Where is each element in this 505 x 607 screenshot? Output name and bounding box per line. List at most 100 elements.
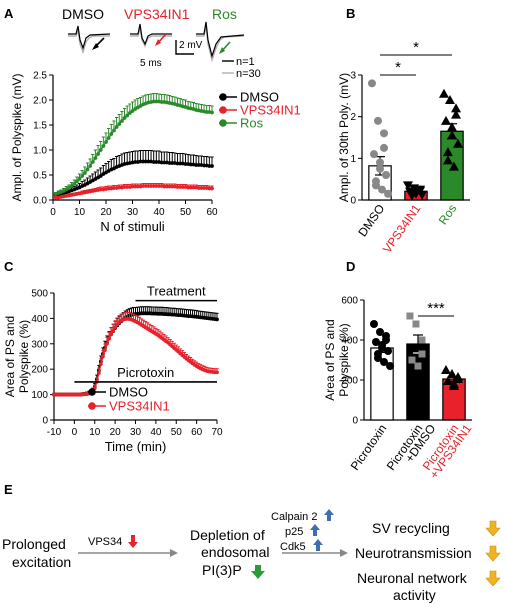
data-point xyxy=(112,128,116,133)
data-point xyxy=(101,354,105,359)
x-tick-label: 60 xyxy=(206,207,218,218)
annotation-label: Treatment xyxy=(147,284,206,299)
series-ros xyxy=(53,93,214,196)
data-point xyxy=(414,362,422,370)
y-tick-label: 0 xyxy=(350,196,356,207)
data-point xyxy=(125,185,130,189)
x-axis-label: Time (min) xyxy=(105,439,167,454)
data-point xyxy=(451,109,462,119)
data-point xyxy=(170,161,175,165)
data-point xyxy=(106,136,111,140)
inset-legend-n30: n=30 xyxy=(236,68,261,80)
data-point xyxy=(384,347,393,355)
y-tick-label: 1 xyxy=(350,154,356,165)
data-point xyxy=(418,336,426,344)
data-point xyxy=(143,184,148,188)
significance-label: * xyxy=(413,39,419,56)
data-point xyxy=(127,111,132,115)
y-axis-label: Area of PS and xyxy=(3,316,17,397)
x-tick-label: 20 xyxy=(100,207,112,218)
data-point xyxy=(106,186,111,191)
data-point xyxy=(146,159,151,164)
data-point xyxy=(371,181,380,190)
y-tick-label: 100 xyxy=(31,390,48,401)
inset-traces: DMSO VPS34IN1 Ros 2 mV 5 ms n=1 n=30 xyxy=(62,6,261,80)
data-point xyxy=(72,182,77,186)
data-point xyxy=(199,186,204,190)
flow-protein-p25: p25 xyxy=(285,526,303,538)
data-point xyxy=(210,186,214,191)
neuro-down-arrow xyxy=(485,545,501,562)
legend-label: VPS34IN1 xyxy=(240,103,301,118)
flow-protein-calpain: Calpain 2 xyxy=(271,511,317,523)
data-point xyxy=(69,184,74,188)
data-point xyxy=(109,332,113,337)
data-point xyxy=(373,116,382,125)
data-point xyxy=(376,164,385,173)
data-point xyxy=(440,365,451,374)
data-point xyxy=(373,354,382,362)
data-point xyxy=(178,185,183,189)
flow-outcome-network-1: Neuronal network xyxy=(357,570,468,586)
y-tick-label: 2.5 xyxy=(33,71,47,82)
data-point xyxy=(180,185,185,189)
legend-label: DMSO xyxy=(109,385,148,400)
arrow-head-vps xyxy=(155,39,161,46)
data-point xyxy=(369,320,378,328)
data-point xyxy=(215,317,219,322)
panel-letter-d: D xyxy=(346,259,355,274)
data-point xyxy=(440,115,451,125)
sv-down-arrow xyxy=(485,520,501,537)
panel-letter-e: E xyxy=(4,482,13,497)
data-point xyxy=(453,138,464,148)
y-tick-label: 1.5 xyxy=(33,121,47,132)
data-point xyxy=(167,161,172,165)
data-point xyxy=(412,320,420,328)
data-point xyxy=(154,99,159,104)
data-point xyxy=(154,184,159,188)
data-point xyxy=(125,113,130,118)
pi3p-down-arrow xyxy=(251,565,265,579)
cdk5-up-arrow xyxy=(313,539,323,551)
data-point xyxy=(178,161,183,166)
legend-marker xyxy=(219,93,227,101)
data-point xyxy=(112,186,116,190)
data-point xyxy=(446,122,457,132)
annotation-label: Picrotoxin xyxy=(117,365,174,380)
legend-marker xyxy=(219,106,227,114)
data-point xyxy=(105,341,109,346)
y-tick-label: 0.0 xyxy=(33,196,47,207)
y-tick-label: 2 xyxy=(350,112,356,123)
data-point xyxy=(53,195,58,200)
data-point xyxy=(175,185,180,189)
series-dmso xyxy=(53,150,214,197)
y-tick-label: 600 xyxy=(341,296,358,307)
data-point xyxy=(371,338,380,346)
data-point xyxy=(442,147,453,157)
scale-bar xyxy=(175,40,194,55)
trace-vps-n30 xyxy=(130,27,172,48)
data-point xyxy=(159,160,164,165)
data-point xyxy=(149,184,153,188)
data-point xyxy=(96,152,100,156)
data-point xyxy=(375,328,384,336)
x-tick-label: 0 xyxy=(50,207,56,218)
y-tick-label: 3 xyxy=(350,71,356,82)
y-tick-label: 0.5 xyxy=(33,171,47,182)
data-point xyxy=(122,116,127,120)
trace-dmso-n30 xyxy=(68,29,110,55)
data-point xyxy=(188,185,193,190)
data-point xyxy=(191,185,196,190)
flow-middle-line3: PI(3)P xyxy=(202,562,242,578)
flow-protein-cdk5: Cdk5 xyxy=(280,541,306,553)
data-point xyxy=(82,171,87,175)
x-tick-label: 30 xyxy=(127,207,139,218)
data-point xyxy=(402,181,413,191)
panel-letter-a: A xyxy=(4,6,14,21)
data-point xyxy=(438,88,449,98)
data-point xyxy=(74,179,79,184)
x-axis-label: N of stimuli xyxy=(100,219,164,234)
arrow-head-dmso xyxy=(92,43,99,50)
